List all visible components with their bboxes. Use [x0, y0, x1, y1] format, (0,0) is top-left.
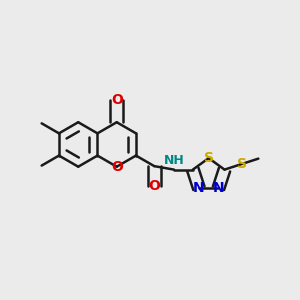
- Text: N: N: [193, 181, 205, 195]
- Text: N: N: [213, 181, 224, 195]
- Text: O: O: [148, 179, 160, 193]
- Text: S: S: [204, 151, 214, 165]
- Text: O: O: [111, 93, 123, 107]
- Text: O: O: [111, 160, 123, 174]
- Text: S: S: [238, 157, 248, 171]
- Text: NH: NH: [164, 154, 184, 167]
